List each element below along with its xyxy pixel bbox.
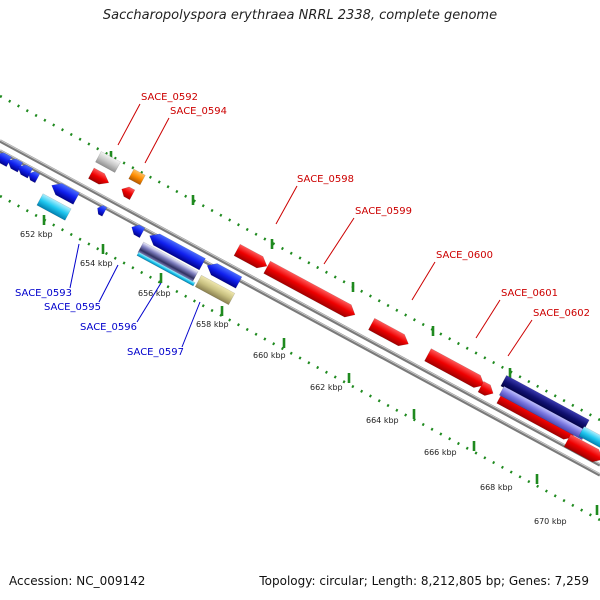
ruler-tick-label: 658 kbp: [196, 320, 229, 329]
ruler-tick-label: 660 kbp: [253, 351, 286, 360]
backbone-reverse-line: [0, 149, 600, 477]
gene-reverse-left-5-shape[interactable]: [49, 180, 80, 205]
gene-reverse-mid-2[interactable]: [147, 230, 206, 271]
gene-label-leader: [98, 264, 119, 303]
ruler-tick-label: 664 kbp: [366, 416, 399, 425]
gene-SACE_0598-shape[interactable]: [233, 243, 270, 272]
map-title: Saccharopolyspora erythraea NRRL 2338, c…: [102, 8, 498, 23]
coordinate-ruler: [0, 94, 600, 522]
ruler-tick-label: 652 kbp: [20, 230, 53, 239]
gene-reverse-left-5[interactable]: [49, 180, 80, 205]
ruler-tick-label: 654 kbp: [80, 259, 113, 268]
gene-SACE_0601[interactable]: [424, 348, 488, 392]
ruler-tick-label: 662 kbp: [310, 383, 343, 392]
gene-SACE_0600[interactable]: [368, 317, 411, 349]
genome-backbone: [0, 139, 600, 477]
gene-label[interactable]: SACE_0598: [297, 174, 354, 185]
gene-forward-small-1-shape[interactable]: [88, 167, 111, 188]
gene-label[interactable]: SACE_0594: [170, 106, 227, 117]
gene-forward-edge-shape[interactable]: [563, 433, 600, 465]
gene-SACE_0598[interactable]: [233, 243, 270, 272]
gene-label-leader: [507, 319, 533, 357]
ruler-tick-label: 666 kbp: [424, 448, 457, 457]
gene-SACE_0596-stripe-shape[interactable]: [136, 251, 196, 287]
gene-SACE_0593-shape[interactable]: [36, 193, 72, 221]
gene-label-leader: [117, 103, 141, 146]
gene-reverse-mid-1[interactable]: [129, 222, 146, 239]
gene-reverse-mid-3-shape[interactable]: [204, 260, 243, 289]
gene-label[interactable]: SACE_0595: [44, 302, 101, 313]
gene-reverse-left-1[interactable]: [0, 149, 12, 167]
gene-forward-small-2[interactable]: [119, 184, 136, 201]
backbone-reverse-line-highlight: [0, 149, 600, 475]
gene-reverse-left-1-shape[interactable]: [0, 149, 12, 167]
gene-forward-edge[interactable]: [563, 433, 600, 465]
gene-forward-small-3[interactable]: [477, 381, 496, 398]
gene-label-leader: [136, 282, 162, 323]
gene-SACE_0594-shape[interactable]: [128, 168, 146, 186]
gene-SACE_0595-shape[interactable]: [95, 204, 108, 217]
gene-SACE_0597-shape[interactable]: [194, 274, 236, 306]
gene-SACE_0592-shape[interactable]: [95, 151, 121, 173]
gene-forward-small-1[interactable]: [88, 167, 111, 188]
gene-label-leader: [323, 217, 355, 265]
gene-label-leader: [275, 185, 298, 225]
gene-reverse-left-4[interactable]: [26, 169, 41, 184]
gene-reverse-mid-2-shape[interactable]: [147, 230, 206, 271]
accession-text: Accession: NC_009142: [9, 574, 146, 588]
gene-label[interactable]: SACE_0592: [141, 92, 198, 103]
gene-reverse-right-2-shape[interactable]: [498, 385, 588, 441]
gene-SACE_0596-stripe[interactable]: [136, 251, 196, 287]
gene-label-leader: [181, 301, 201, 348]
gene-label[interactable]: SACE_0599: [355, 206, 412, 217]
gene-features: [0, 149, 600, 465]
gene-SACE_0600-shape[interactable]: [368, 317, 411, 349]
gene-label[interactable]: SACE_0600: [436, 250, 493, 261]
backbone-forward-line-highlight: [0, 139, 600, 465]
gene-SACE_0592[interactable]: [95, 151, 121, 173]
backbone-forward-line: [0, 139, 600, 467]
gene-forward-small-2-shape[interactable]: [119, 184, 136, 201]
gene-label[interactable]: SACE_0593: [15, 288, 72, 299]
gene-label[interactable]: SACE_0601: [501, 288, 558, 299]
gene-SACE_0599-shape[interactable]: [263, 260, 359, 321]
gene-label-leader: [69, 243, 80, 289]
gene-label[interactable]: SACE_0596: [80, 322, 137, 333]
gene-SACE_0595[interactable]: [95, 204, 108, 217]
gene-label[interactable]: SACE_0602: [533, 308, 590, 319]
gene-SACE_0593[interactable]: [36, 193, 72, 221]
gene-SACE_0594[interactable]: [128, 168, 146, 186]
gene-label-leader: [144, 117, 170, 164]
gene-SACE_0601-shape[interactable]: [424, 348, 488, 392]
gene-SACE_0599[interactable]: [263, 260, 359, 321]
upper-ruler-track: [0, 94, 600, 422]
gene-label-leader: [475, 299, 501, 339]
genome-summary-text: Topology: circular; Length: 8,212,805 bp…: [259, 574, 589, 588]
gene-SACE_0597[interactable]: [194, 274, 236, 306]
gene-reverse-mid-1-shape[interactable]: [129, 222, 146, 239]
gene-forward-small-3-shape[interactable]: [477, 381, 496, 398]
gene-label[interactable]: SACE_0597: [127, 347, 184, 358]
gene-reverse-right-2[interactable]: [498, 385, 588, 441]
gene-reverse-left-4-shape[interactable]: [26, 169, 41, 184]
ruler-tick-label: 670 kbp: [534, 517, 567, 526]
ruler-tick-label: 668 kbp: [480, 483, 513, 492]
lower-ruler-track: [0, 194, 600, 522]
gene-label-leader: [411, 261, 436, 301]
gene-reverse-mid-3[interactable]: [204, 260, 243, 289]
